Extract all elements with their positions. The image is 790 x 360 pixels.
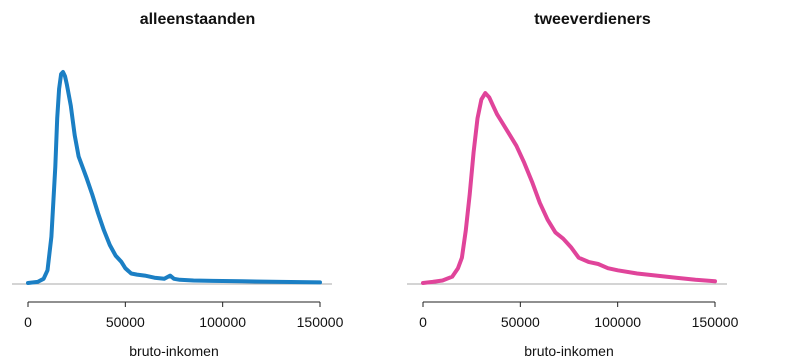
density-panel-alleenstaanden: 0 50000 100000 150000 bruto-inkomen alleenst… xyxy=(12,11,344,359)
x-tick-label: 0 xyxy=(419,314,427,330)
chart-title: alleenstaanden xyxy=(139,11,256,28)
density-curve xyxy=(421,91,717,285)
x-tick-label: 50000 xyxy=(501,314,540,330)
density-panel-tweeverdieners: 0 50000 100000 150000 bruto-inkomen tweeverd… xyxy=(395,0,790,360)
density-curve xyxy=(26,70,322,285)
x-tick-label: 50000 xyxy=(106,314,145,330)
x-axis-title: bruto-inkomen xyxy=(129,343,219,359)
x-tick-label: 100000 xyxy=(594,314,641,330)
density-chart-tweeverdieners: 0 50000 100000 150000 bruto-inkomen xyxy=(407,91,739,359)
x-axis-title: bruto-inkomen xyxy=(524,343,614,359)
x-tick-label: 0 xyxy=(24,314,32,330)
chart-title: tweeverdieners xyxy=(534,11,651,28)
x-tick-label: 150000 xyxy=(297,314,344,330)
x-tick-label: 150000 xyxy=(692,314,739,330)
x-tick-label: 100000 xyxy=(199,314,246,330)
density-chart-alleenstaanden: 0 50000 100000 150000 bruto-inkomen xyxy=(12,70,344,359)
